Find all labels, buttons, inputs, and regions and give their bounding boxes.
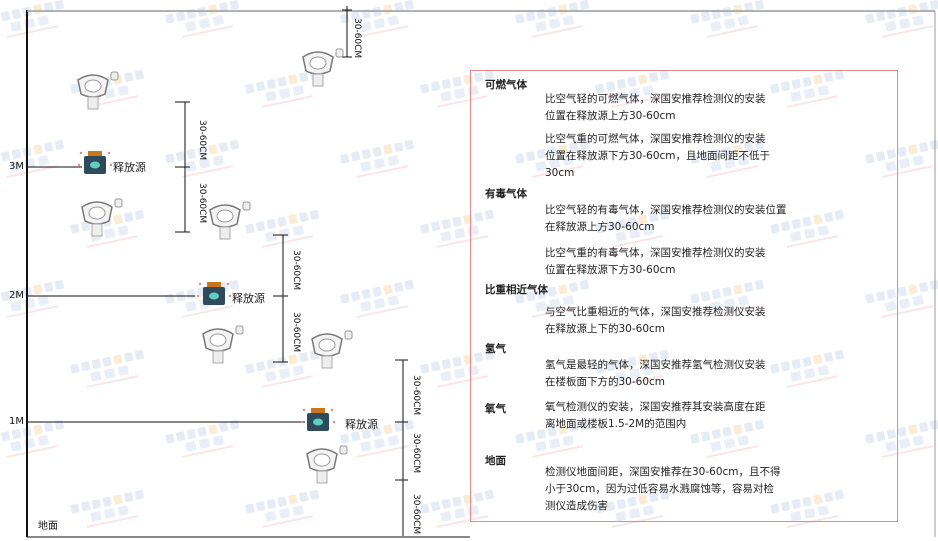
- gas-detector-icon: [311, 330, 353, 369]
- watermark-logo: [165, 139, 239, 178]
- dimension-label: 30-60CM: [352, 18, 362, 59]
- release-source-label: 释放源: [232, 292, 265, 305]
- note-title: 有毒气体: [485, 188, 527, 200]
- watermark-logo: [245, 349, 319, 388]
- notes-panel: 可燃气体 比空气轻的可燃气体，深国安推荐检测仪的安装 位置在释放源上方30-60…: [470, 70, 898, 522]
- watermark-logo: [420, 489, 494, 528]
- note-text: 比空气重的有毒气体，深国安推荐检测仪的安装 位置在释放源下方30-60cm: [545, 247, 766, 276]
- note-text: 氢气是最轻的气体，深国安推荐氢气检测仪安装 在楼板面下方的30-60cm: [545, 359, 766, 388]
- dimension-label: 30-60CM: [197, 183, 207, 224]
- watermark-logo: [595, 349, 669, 388]
- release-source-icon: [300, 408, 336, 431]
- note-text: 比空气轻的可燃气体，深国安推荐检测仪的安装 位置在释放源上方30-60cm: [545, 93, 766, 122]
- note-text: 与空气比重相近的气体，深国安推荐检测仪安装 在释放源上下的30-60cm: [545, 306, 766, 335]
- note-text: 氧气检测仪的安装，深国安推荐其安装高度在距 离地面或楼板1.5-2M的范围内: [545, 401, 766, 430]
- watermark-logo: [770, 489, 844, 528]
- note-text: 检测仪地面间距，深国安推荐在30-60cm，且不得 小于30cm，因为过低容易水…: [545, 466, 781, 512]
- gas-detector-icon: [302, 48, 344, 87]
- watermark-logo: [165, 0, 239, 38]
- watermark-logo: [340, 139, 414, 178]
- watermark-logo: [340, 279, 414, 318]
- watermark-logo: [70, 209, 144, 248]
- note-title: 比重相近气体: [485, 284, 548, 296]
- watermark-logo: [515, 0, 589, 38]
- note-title: 氢气: [485, 343, 506, 355]
- watermark-logo: [70, 489, 144, 528]
- dimension-label: 30-60CM: [197, 120, 207, 161]
- gas-detector-icon: [209, 201, 251, 240]
- note-title: 地面: [485, 455, 506, 467]
- note-text: 比空气重的可燃气体，深国安推荐检测仪的安装 位置在释放源下方30-60cm，且地…: [545, 133, 771, 179]
- gas-detector-icon: [81, 198, 123, 237]
- floor-label-1m: 1M: [9, 416, 24, 427]
- watermark-logo: [1, 419, 64, 458]
- watermark-logo: [420, 209, 494, 248]
- dimension-label: 30-60CM: [291, 250, 301, 291]
- watermark-logo: [865, 279, 938, 318]
- dimension-label: 30-60CM: [291, 312, 301, 353]
- gas-detector-icon: [306, 445, 348, 484]
- watermark-logo: [595, 209, 669, 248]
- watermark-logo: [595, 69, 669, 108]
- floor-label-ground: 地面: [38, 521, 58, 532]
- watermark-logo: [865, 139, 938, 178]
- watermark-logo: [770, 69, 844, 108]
- floor-label-3m: 3M: [9, 161, 24, 172]
- gas-detector-icon: [202, 325, 244, 364]
- note-title: 可燃气体: [485, 79, 527, 91]
- watermark-logo: [340, 419, 414, 458]
- release-source-label: 释放源: [113, 161, 146, 174]
- note-title: 氧气: [485, 403, 506, 415]
- watermark-logo: [770, 209, 844, 248]
- watermark-logo: [245, 489, 319, 528]
- floor-label-2m: 2M: [9, 290, 24, 301]
- watermark-logo: [690, 0, 764, 38]
- watermark-logo: [70, 349, 144, 388]
- gas-detector-icon: [77, 71, 119, 110]
- note-text: 比空气轻的有毒气体，深国安推荐检测仪的安装位置 在释放源上方30-60cm: [545, 204, 787, 233]
- watermark-logo: [690, 279, 764, 318]
- watermark-logo: [1, 279, 64, 318]
- dimension-label: 30-60CM: [411, 375, 421, 416]
- watermark-logo: [690, 139, 764, 178]
- watermark-logo: [515, 139, 589, 178]
- watermark-logo: [865, 419, 938, 458]
- release-source-icon: [77, 151, 113, 174]
- watermark-logo: [515, 279, 589, 318]
- dimension-label: 30-60CM: [411, 494, 421, 535]
- release-source-icon: [196, 282, 232, 305]
- watermark-logo: [515, 419, 589, 458]
- dimension-label: 30-60CM: [411, 433, 421, 474]
- watermark-logo: [770, 349, 844, 388]
- watermark-logo: [245, 209, 319, 248]
- release-source-label: 释放源: [345, 418, 378, 431]
- watermark-logo: [690, 419, 764, 458]
